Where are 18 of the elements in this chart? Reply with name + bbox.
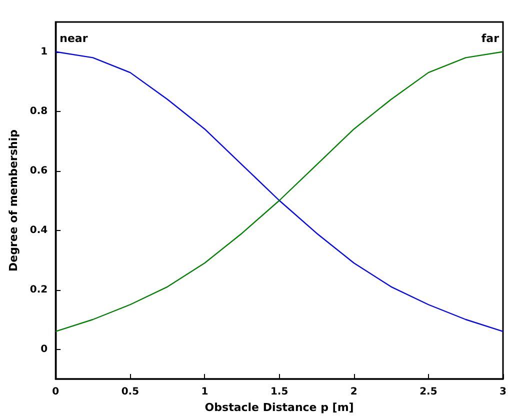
x-tick-label: 1 [201, 386, 208, 398]
x-tick-label: 1.5 [270, 386, 288, 398]
y-tick-label: 0 [40, 344, 48, 355]
y-tick-label: 0.8 [30, 106, 48, 117]
x-axis-title: Obstacle Distance p [m] [204, 400, 354, 414]
x-tick-label: 0 [52, 386, 60, 398]
annotation: near [60, 32, 88, 45]
y-axis-title: Degree of membership [7, 129, 20, 272]
line-series [55, 51, 504, 332]
y-tick-label: 0.6 [30, 165, 48, 176]
annotation: far [481, 32, 500, 45]
x-tick-label: 0.5 [121, 386, 140, 398]
x-tick-label: 2.5 [420, 386, 438, 398]
x-tick-label: 3 [500, 386, 507, 398]
y-tick-label: 0.4 [30, 224, 48, 236]
y-tick-label: 1 [40, 46, 48, 58]
x-tick-label: 2 [350, 386, 358, 398]
y-tick-label: 0.2 [30, 284, 48, 296]
